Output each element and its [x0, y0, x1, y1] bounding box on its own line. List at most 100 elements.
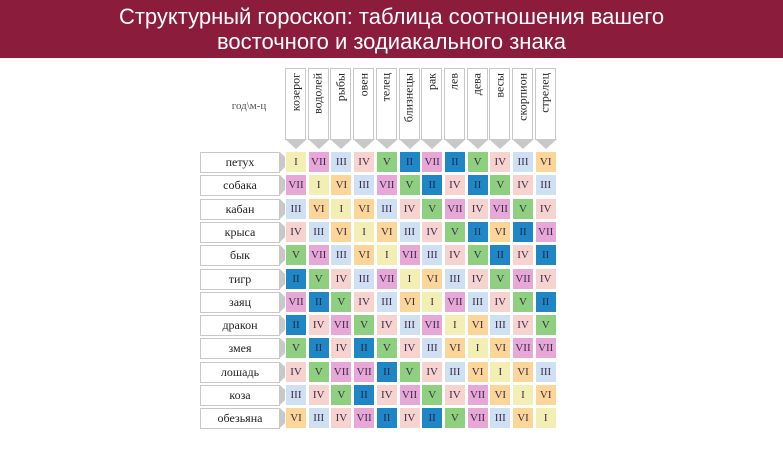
- table-cell: VI: [443, 337, 466, 360]
- row-header: крыса: [200, 221, 290, 243]
- column-header: рак: [421, 68, 444, 149]
- table-cell: V: [398, 360, 421, 383]
- title-banner: Структурный гороскоп: таблица соотношени…: [0, 0, 783, 58]
- table-cell: II: [421, 174, 444, 197]
- column-header-label: козерог: [288, 73, 302, 112]
- table-cell: II: [285, 267, 307, 290]
- table-cell: I: [375, 244, 398, 267]
- table-cell: V: [466, 244, 489, 267]
- table-cell: VII: [421, 151, 444, 173]
- table-cell: VI: [421, 267, 444, 290]
- table-cell: III: [534, 360, 557, 383]
- row-header: кабан: [200, 198, 290, 220]
- table-cell: IV: [330, 337, 353, 360]
- column-header: рыбы: [330, 68, 353, 149]
- table-cell: VII: [421, 314, 444, 337]
- column-header-label: рыбы: [333, 73, 348, 102]
- column-header-label: дева: [469, 73, 484, 96]
- table-cell: VI: [353, 197, 376, 220]
- table-cell: VII: [443, 197, 466, 220]
- table-cell: II: [512, 220, 534, 243]
- table-cell: VII: [307, 244, 330, 267]
- table-cell: VI: [330, 220, 353, 243]
- table-cell: V: [285, 337, 307, 360]
- column-header-label: весы: [492, 73, 507, 98]
- row-header: тигр: [200, 268, 290, 290]
- table-cell: III: [489, 407, 512, 430]
- table-cell: II: [375, 360, 398, 383]
- table-cell: V: [375, 151, 398, 173]
- column-header: лев: [443, 68, 466, 149]
- table-cell: V: [375, 337, 398, 360]
- table-cell: VI: [534, 151, 557, 173]
- table-cell: V: [421, 197, 444, 220]
- table-cell: VII: [330, 314, 353, 337]
- table-cell: VI: [512, 360, 534, 383]
- table-cell: IV: [443, 244, 466, 267]
- table-cell: I: [443, 314, 466, 337]
- table-cell: IV: [443, 174, 466, 197]
- table-cell: V: [466, 151, 489, 173]
- table-cell: IV: [353, 151, 376, 173]
- table-cell: IV: [466, 197, 489, 220]
- table-cell: VI: [489, 384, 512, 406]
- table-cell: V: [353, 314, 376, 337]
- table-cell: IV: [489, 290, 512, 313]
- table-cell: III: [443, 267, 466, 290]
- table-cell: III: [285, 384, 307, 406]
- table-cell: IV: [398, 407, 421, 430]
- table-cell: II: [398, 151, 421, 173]
- table-cell: IV: [330, 407, 353, 430]
- table-cell: I: [285, 151, 307, 173]
- table-cell: II: [489, 244, 512, 267]
- row-header: змея: [200, 338, 290, 360]
- row-header: лошадь: [200, 361, 290, 383]
- table-cell: VII: [285, 174, 307, 197]
- table-cell: VII: [534, 220, 557, 243]
- column-header-label: овен: [356, 73, 371, 97]
- table-cell: I: [512, 384, 534, 406]
- table-cell: II: [353, 337, 376, 360]
- table-cell: I: [398, 267, 421, 290]
- table-cell: III: [307, 220, 330, 243]
- table-cell: V: [330, 290, 353, 313]
- column-header-label: рак: [424, 73, 439, 91]
- table-cell: V: [512, 290, 534, 313]
- table-cell: V: [307, 267, 330, 290]
- table-cell: VI: [466, 314, 489, 337]
- column-header-label: лев: [446, 73, 461, 90]
- table-cell: III: [512, 151, 534, 173]
- title-line-2: восточного и зодиакального знака: [216, 29, 567, 54]
- table-cell: II: [307, 337, 330, 360]
- table-cell: V: [443, 407, 466, 430]
- table-cell: V: [512, 197, 534, 220]
- column-header: стрелец: [534, 68, 557, 149]
- table-cell: IV: [421, 220, 444, 243]
- column-header-label: близнецы: [401, 73, 416, 123]
- table-cell: III: [421, 244, 444, 267]
- table-cell: III: [534, 174, 557, 197]
- table-cell: IV: [330, 267, 353, 290]
- table-cell: VI: [489, 337, 512, 360]
- table-cell: III: [443, 360, 466, 383]
- row-header: бык: [200, 245, 290, 267]
- table-cell: IV: [398, 197, 421, 220]
- row-header: заяц: [200, 291, 290, 313]
- table-cell: V: [534, 314, 557, 337]
- table-cell: II: [375, 407, 398, 430]
- column-header: скорпион: [512, 68, 534, 149]
- table-cell: VII: [489, 197, 512, 220]
- column-header: дева: [466, 68, 489, 149]
- table-cell: IV: [512, 174, 534, 197]
- table-cell: IV: [285, 220, 307, 243]
- table-cell: II: [307, 290, 330, 313]
- table-cell: I: [307, 174, 330, 197]
- column-header: близнецы: [398, 68, 421, 149]
- table-cell: III: [353, 267, 376, 290]
- row-header: дракон: [200, 315, 290, 337]
- table-cell: I: [421, 290, 444, 313]
- table-cell: III: [398, 314, 421, 337]
- table-cell: III: [375, 290, 398, 313]
- table-cell: VII: [466, 407, 489, 430]
- table-cell: VI: [489, 220, 512, 243]
